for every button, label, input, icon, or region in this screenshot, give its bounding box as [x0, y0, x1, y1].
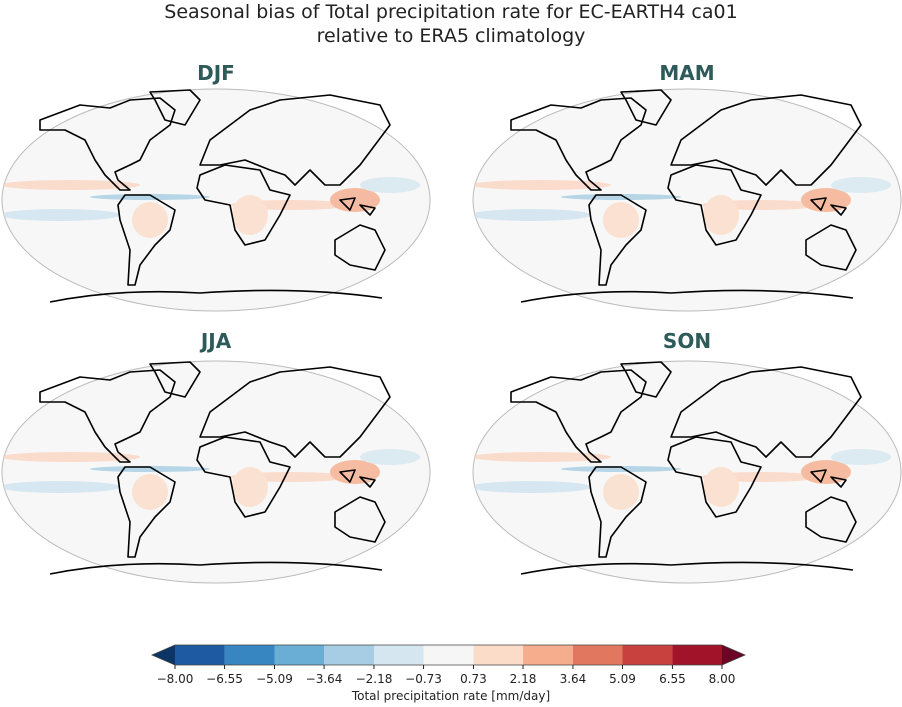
panel-title: JJA [199, 329, 232, 353]
panel-djf: DJF [0, 61, 430, 311]
colorbar-bin [224, 645, 275, 665]
colorbar-bin [672, 645, 722, 665]
colorbar-tick-label: 5.09 [609, 672, 636, 686]
colorbar-over [722, 645, 745, 665]
colorbar-bin [622, 645, 673, 665]
title: Seasonal bias of Total precipitation rat… [164, 1, 737, 23]
map [0, 89, 430, 311]
panel-title: SON [663, 329, 711, 353]
colorbar-tick-label: −0.73 [405, 672, 442, 686]
colorbar-tick-label: −8.00 [157, 672, 194, 686]
colorbar-bin [175, 645, 225, 665]
colorbar: −8.00 −6.55 −5.09 −3.64 −2.18 −0.73 0.73 2.18 3.… [150, 644, 747, 686]
map [471, 361, 901, 583]
colorbar-bin [324, 645, 374, 665]
panel-title: MAM [659, 61, 714, 85]
colorbar-label: Total precipitation rate [mm/day] [351, 689, 550, 703]
colorbar-bin [423, 645, 474, 665]
colorbar-tick-label: 0.73 [460, 672, 487, 686]
panel-title: DJF [197, 61, 235, 85]
colorbar-tick-label: −2.18 [356, 672, 393, 686]
colorbar-tick-label: −3.64 [306, 672, 343, 686]
colorbar-bin [572, 645, 623, 665]
colorbar-tick-label: 6.55 [659, 672, 686, 686]
colorbar-tick-label: 8.00 [709, 672, 736, 686]
colorbar-tick-label: 3.64 [560, 672, 587, 686]
subtitle: relative to ERA5 climatology [317, 25, 586, 47]
colorbar-bin [473, 645, 524, 665]
colorbar-bin [523, 645, 573, 665]
colorbar-bin [274, 645, 325, 665]
colorbar-tick-label: −5.09 [256, 672, 293, 686]
map [471, 89, 901, 311]
map [0, 361, 430, 583]
colorbar-bin [373, 645, 424, 665]
panel-jja: JJA [0, 329, 430, 583]
panel-son: SON [471, 329, 901, 583]
colorbar-under [152, 645, 175, 665]
colorbar-tick-label: −6.55 [206, 672, 243, 686]
colorbar-tick-label: 2.18 [510, 672, 537, 686]
panel-mam: MAM [471, 61, 901, 311]
